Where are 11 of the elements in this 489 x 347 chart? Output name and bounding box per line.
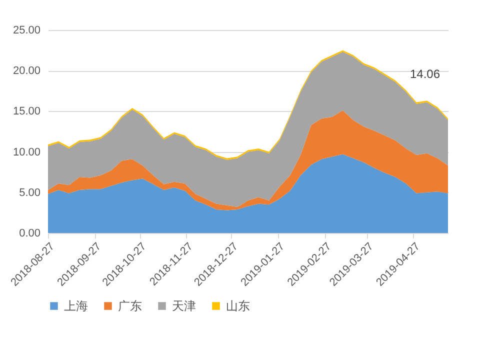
y-tick-label: 20.00 [12,65,40,78]
legend-label: 山东 [226,299,250,313]
y-tick-label: 5.00 [19,186,40,199]
legend-label: 天津 [172,299,196,313]
y-tick-label: 25.00 [12,24,40,36]
legend-label: 广东 [118,299,142,313]
legend-label: 上海 [64,299,88,313]
y-tick-label: 15.00 [12,106,40,118]
annotation: 14.06 [410,67,440,81]
y-tick-label: 10.00 [12,146,40,158]
y-tick-label: 0.00 [19,228,40,240]
